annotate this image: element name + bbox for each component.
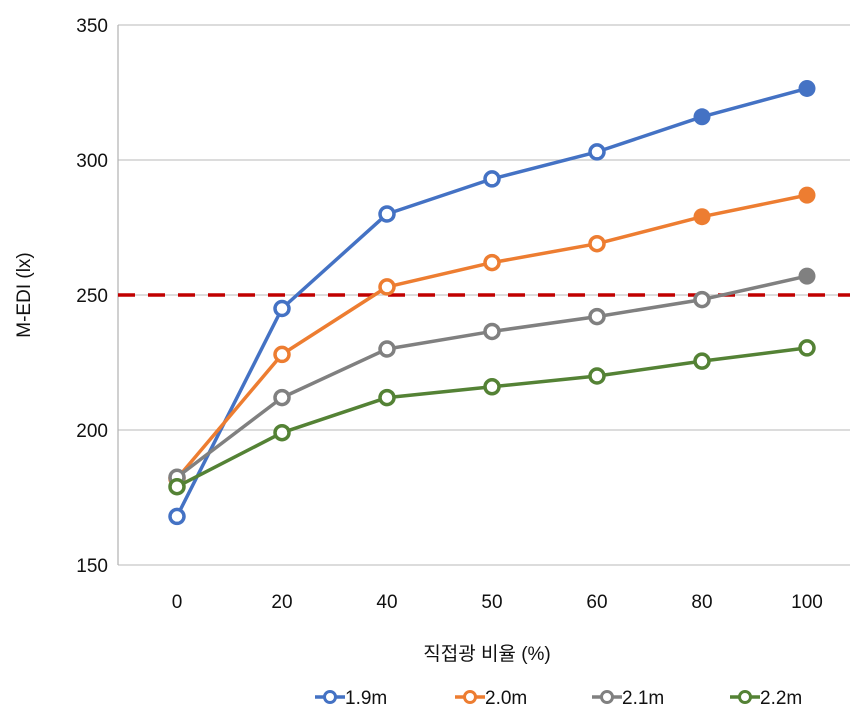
data-point <box>483 170 501 188</box>
x-tick-label: 100 <box>791 592 823 613</box>
data-point <box>483 322 501 341</box>
x-axis-ticks: 0 20 40 50 60 80 100 <box>172 592 823 613</box>
y-tick-label: 350 <box>76 16 108 37</box>
legend-item-2.1m: 2.1m <box>592 688 664 709</box>
data-point <box>483 253 501 272</box>
data-point <box>273 423 291 442</box>
legend-marker <box>323 690 337 704</box>
legend: 1.9m 2.0m 2.1m 2.2m <box>315 688 802 709</box>
data-point <box>168 507 186 526</box>
legend-label: 2.1m <box>622 688 664 709</box>
y-axis-ticks: 150 200 250 300 350 <box>76 16 108 577</box>
x-tick-label: 20 <box>271 592 292 613</box>
data-point <box>693 352 711 370</box>
series-line <box>175 274 808 479</box>
legend-marker <box>463 690 477 704</box>
x-axis-label: 직접광 비율 (%) <box>423 643 551 665</box>
data-point <box>483 378 501 396</box>
y-tick-label: 200 <box>76 421 108 442</box>
data-point <box>378 340 396 358</box>
data-point <box>588 367 606 385</box>
legend-marker <box>600 690 614 704</box>
data-point <box>588 307 606 326</box>
series-2.2m <box>168 339 816 496</box>
series-1.9m <box>168 79 816 526</box>
legend-item-2.0m: 2.0m <box>455 688 527 709</box>
data-point <box>798 267 816 285</box>
x-tick-label: 80 <box>691 592 712 613</box>
legend-label: 2.0m <box>485 688 527 709</box>
data-point <box>693 290 711 309</box>
data-point <box>168 477 186 496</box>
series-2.0m <box>168 186 816 488</box>
series-2.1m <box>168 267 816 486</box>
data-point <box>273 299 291 318</box>
data-point <box>693 208 711 226</box>
data-point <box>378 278 396 296</box>
series-group <box>168 79 816 526</box>
data-point <box>378 205 396 223</box>
data-point <box>588 143 606 161</box>
data-point <box>273 345 291 364</box>
data-point <box>378 388 396 407</box>
legend-item-1.9m: 1.9m <box>315 688 387 709</box>
data-point <box>588 234 606 253</box>
series-line <box>175 86 808 518</box>
x-tick-label: 0 <box>172 592 183 613</box>
y-tick-label: 300 <box>76 151 108 172</box>
legend-item-2.2m: 2.2m <box>730 688 802 709</box>
legend-marker <box>738 690 752 704</box>
x-tick-label: 50 <box>481 592 502 613</box>
x-tick-label: 40 <box>376 592 397 613</box>
data-point <box>693 108 711 126</box>
x-tick-label: 60 <box>586 592 607 613</box>
legend-label: 1.9m <box>345 688 387 709</box>
data-point <box>273 388 291 407</box>
y-tick-label: 250 <box>76 286 108 307</box>
legend-label: 2.2m <box>760 688 802 709</box>
data-point <box>798 79 816 97</box>
data-point <box>798 339 816 357</box>
y-tick-label: 150 <box>76 556 108 577</box>
data-point <box>798 186 816 204</box>
y-axis-label: M-EDI (lx) <box>14 252 35 337</box>
